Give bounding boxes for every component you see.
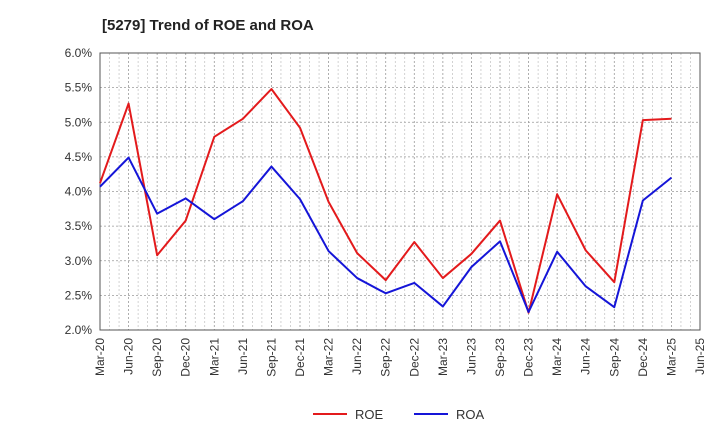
x-tick-label: Mar-25 — [664, 338, 678, 376]
y-tick-label: 6.0% — [65, 46, 93, 60]
x-tick-label: Sep-22 — [379, 338, 393, 377]
x-tick-label: Mar-21 — [207, 338, 221, 376]
y-tick-label: 2.0% — [65, 323, 93, 337]
x-tick-label: Sep-24 — [607, 338, 621, 377]
x-tick-label: Sep-20 — [150, 338, 164, 377]
y-tick-label: 4.0% — [65, 185, 93, 199]
plot-area-border — [99, 52, 701, 331]
legend: ROE ROA — [313, 407, 485, 422]
x-tick-label: Dec-24 — [636, 338, 650, 377]
x-tick-label: Jun-25 — [693, 338, 707, 375]
legend-label-roa: ROA — [456, 407, 485, 422]
x-tick-label: Mar-22 — [322, 338, 336, 376]
y-tick-label: 4.5% — [65, 150, 93, 164]
x-tick-label: Dec-22 — [407, 338, 421, 377]
x-tick-label: Dec-20 — [179, 338, 193, 377]
x-tick-label: Dec-23 — [522, 338, 536, 377]
y-tick-label: 2.5% — [65, 288, 93, 302]
y-axis-ticks: 2.0% 2.5% 3.0% 3.5% 4.0% 4.5% 5.0% 5.5% 6.0% — [65, 46, 93, 337]
legend-label-roe: ROE — [355, 407, 384, 422]
series-line-roe — [99, 88, 672, 314]
y-tick-label: 5.5% — [65, 81, 93, 95]
series-lines — [99, 88, 673, 314]
x-tick-label: Jun-21 — [236, 338, 250, 375]
series-line-roa — [99, 156, 673, 313]
y-tick-label: 3.5% — [65, 219, 93, 233]
chart-title: [5279] Trend of ROE and ROA — [102, 17, 314, 34]
x-tick-label: Sep-21 — [264, 338, 278, 377]
x-tick-label: Jun-22 — [350, 338, 364, 375]
x-tick-label: Sep-23 — [493, 338, 507, 377]
x-tick-label: Jun-23 — [464, 338, 478, 375]
y-tick-label: 3.0% — [65, 254, 93, 268]
x-tick-label: Jun-20 — [122, 338, 136, 375]
x-tick-label: Mar-23 — [436, 338, 450, 376]
x-tick-label: Jun-24 — [579, 338, 593, 375]
x-tick-label: Mar-20 — [93, 338, 107, 376]
x-axis-ticks: Mar-20 Jun-20 Sep-20 Dec-20 Mar-21 Jun-21 Sep-… — [93, 338, 707, 377]
x-tick-label: Dec-21 — [293, 338, 307, 377]
x-tick-label: Mar-24 — [550, 338, 564, 376]
y-tick-label: 5.0% — [65, 115, 93, 129]
